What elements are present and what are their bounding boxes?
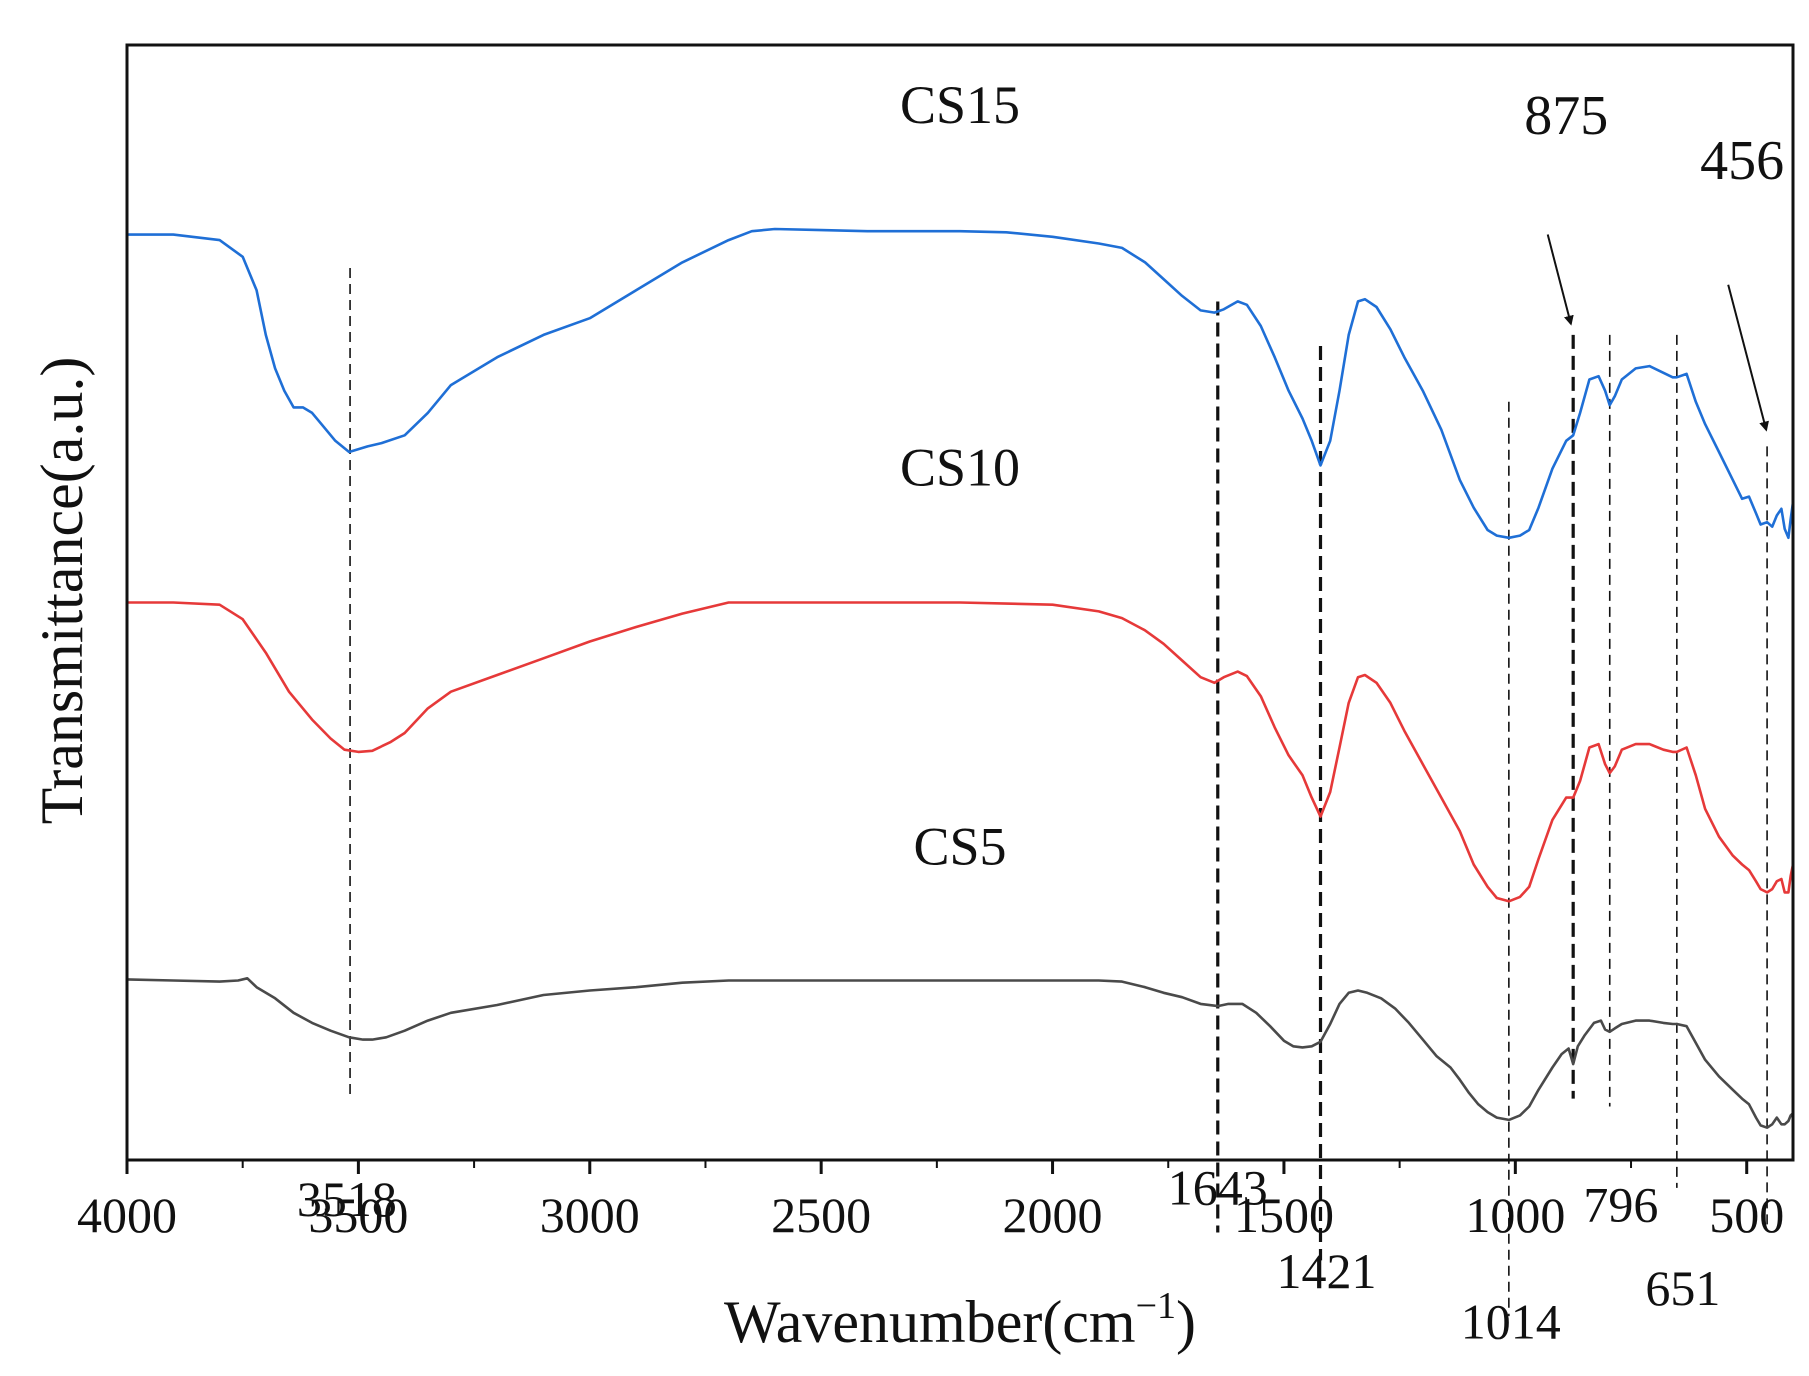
peak-arrows xyxy=(1546,234,1769,432)
arrow-456 xyxy=(1727,284,1769,432)
peak-label-1643: 1643 xyxy=(1168,1160,1268,1216)
peak-label-1421: 1421 xyxy=(1277,1243,1377,1299)
x-tick-label-2500: 2500 xyxy=(771,1187,871,1243)
x-tick-label-3000: 3000 xyxy=(540,1187,640,1243)
reference-lines xyxy=(349,268,1768,1317)
peak-label-3518: 3518 xyxy=(297,1171,397,1227)
series-line-cs5 xyxy=(125,977,1795,1129)
x-tick-label-1500: 1500 xyxy=(1234,1187,1334,1243)
x-tick-label-4000: 4000 xyxy=(77,1187,177,1243)
plot-frame xyxy=(125,43,1795,1162)
series-label-cs5: CS5 xyxy=(913,817,1006,877)
peak-label-875: 875 xyxy=(1524,85,1608,147)
x-tick-label-2000: 2000 xyxy=(1003,1187,1103,1243)
series-lines xyxy=(125,227,1795,1129)
series-line-cs15 xyxy=(125,227,1795,540)
series-line-cs10 xyxy=(125,601,1795,903)
axes: 4000 3500 3000 2500 2000 1500 1000 500 Wavenumbe… xyxy=(29,43,1795,1355)
peak-label-651: 651 xyxy=(1645,1260,1720,1316)
x-axis-title: Wavenumber(cm−1) xyxy=(724,1285,1196,1355)
x-tick-label-500: 500 xyxy=(1709,1187,1784,1243)
y-axis-title: Transmittance(a.u.) xyxy=(29,357,95,825)
series-label-cs15: CS15 xyxy=(900,75,1020,135)
peak-label-796: 796 xyxy=(1583,1176,1658,1232)
peak-label-456: 456 xyxy=(1700,130,1784,192)
x-tick-label-1000: 1000 xyxy=(1465,1187,1565,1243)
arrow-875 xyxy=(1546,234,1574,326)
series-label-cs10: CS10 xyxy=(900,437,1020,497)
peak-label-1014: 1014 xyxy=(1461,1293,1561,1349)
x-tick-label-3500: 3500 xyxy=(308,1187,408,1243)
